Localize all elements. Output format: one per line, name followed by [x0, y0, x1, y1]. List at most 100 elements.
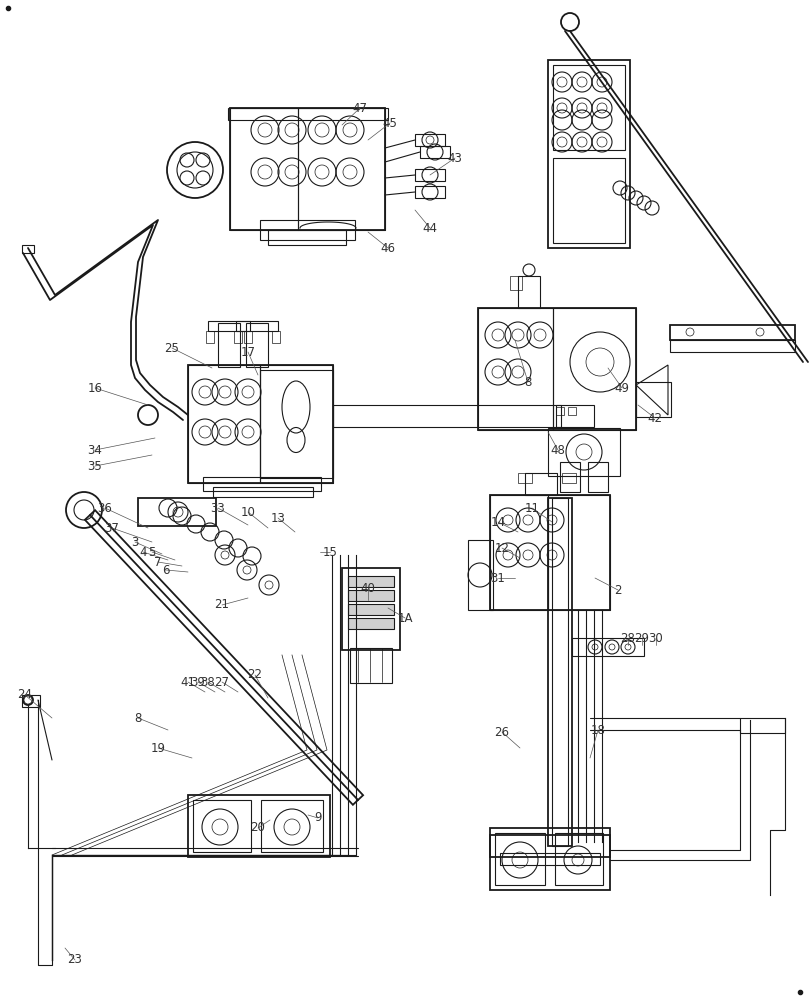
Text: 6: 6	[162, 564, 169, 576]
Bar	[500, 853, 599, 865]
Bar	[739, 718, 784, 733]
Bar	[556, 405, 594, 427]
Text: 40: 40	[360, 582, 375, 594]
Bar	[552, 308, 635, 430]
Bar	[350, 648, 392, 683]
Bar	[560, 462, 579, 492]
Bar	[547, 495, 609, 610]
Text: 12: 12	[494, 542, 508, 554]
Bar	[188, 795, 329, 857]
Bar	[587, 462, 607, 492]
Text: 20: 20	[251, 821, 265, 834]
Bar	[509, 276, 521, 290]
Bar	[348, 618, 393, 629]
Bar	[467, 540, 492, 610]
Text: 22: 22	[247, 668, 262, 682]
Text: 34: 34	[88, 444, 102, 456]
Bar	[243, 331, 251, 343]
Bar	[669, 340, 794, 352]
Bar	[268, 230, 345, 245]
Bar	[489, 828, 609, 890]
Bar	[260, 800, 323, 852]
Text: 33: 33	[210, 502, 225, 514]
Bar	[556, 407, 564, 415]
Text: 3: 3	[131, 536, 139, 548]
Bar	[489, 495, 547, 610]
Text: 29: 29	[633, 632, 649, 645]
Bar	[246, 323, 268, 367]
Bar	[568, 407, 575, 415]
Text: 30: 30	[648, 632, 663, 645]
Text: 8: 8	[134, 712, 141, 724]
Bar	[547, 60, 629, 248]
Text: 49: 49	[614, 381, 629, 394]
Text: 44: 44	[422, 222, 437, 234]
Text: 14: 14	[490, 516, 505, 528]
Bar	[188, 365, 260, 483]
Bar	[635, 382, 670, 417]
Text: 25: 25	[165, 342, 179, 355]
Text: 2: 2	[613, 584, 621, 596]
Bar	[571, 638, 643, 656]
Text: 19: 19	[150, 742, 165, 754]
Text: 24: 24	[18, 688, 32, 702]
Bar	[669, 325, 794, 340]
Text: 26: 26	[494, 726, 508, 738]
Bar	[517, 276, 539, 308]
Bar	[414, 169, 444, 181]
Bar	[554, 833, 603, 885]
Bar	[348, 590, 393, 601]
Text: 11: 11	[524, 502, 539, 514]
Bar	[208, 321, 250, 331]
Text: 39: 39	[191, 676, 205, 688]
Bar	[230, 108, 298, 230]
Text: 10: 10	[240, 506, 255, 518]
Bar	[22, 695, 40, 707]
Text: 18: 18	[590, 724, 605, 736]
Text: 43: 43	[447, 152, 462, 165]
Text: 13: 13	[270, 512, 285, 524]
Bar	[561, 473, 575, 483]
Bar	[230, 108, 384, 230]
Text: 5: 5	[148, 546, 156, 558]
Text: 47: 47	[352, 102, 367, 115]
Bar	[138, 498, 216, 526]
Text: 9: 9	[314, 811, 321, 824]
Bar	[341, 568, 400, 650]
Text: 37: 37	[105, 522, 119, 534]
Bar	[298, 108, 384, 230]
Bar	[236, 321, 277, 331]
Bar	[419, 146, 449, 158]
Bar	[547, 428, 620, 476]
Bar	[414, 134, 444, 146]
Text: 38: 38	[200, 676, 215, 688]
Bar	[551, 498, 568, 846]
Bar	[547, 498, 571, 846]
Text: 4: 4	[139, 546, 147, 558]
Bar	[188, 365, 333, 483]
Bar	[228, 108, 388, 120]
Text: 36: 36	[97, 502, 112, 514]
Bar	[517, 473, 531, 483]
Bar	[478, 308, 635, 430]
Bar	[217, 323, 240, 367]
Bar	[478, 308, 552, 430]
Polygon shape	[85, 510, 363, 805]
Bar	[272, 331, 280, 343]
Text: 27: 27	[214, 676, 230, 688]
Text: 1A: 1A	[397, 611, 412, 624]
Bar	[260, 370, 333, 478]
Text: 48: 48	[550, 444, 564, 456]
Text: 21: 21	[214, 598, 230, 611]
Text: 8: 8	[524, 375, 531, 388]
Bar	[495, 833, 544, 885]
Text: 41: 41	[180, 676, 195, 688]
Bar	[206, 331, 214, 343]
Bar	[203, 477, 320, 491]
Text: 45: 45	[382, 117, 397, 130]
Text: 28: 28	[620, 632, 635, 645]
Bar	[552, 158, 624, 243]
Text: 7: 7	[154, 556, 161, 568]
Bar	[193, 800, 251, 852]
Bar	[348, 576, 393, 587]
